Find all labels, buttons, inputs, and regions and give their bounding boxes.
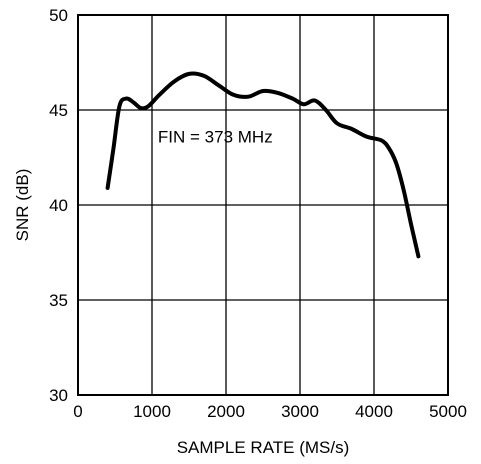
series-group [105, 71, 421, 259]
y-tick-label: 30 [49, 386, 68, 405]
x-tick-label: 3000 [281, 402, 319, 421]
x-tick-label: 5000 [429, 402, 467, 421]
y-tick-label: 35 [49, 291, 68, 310]
y-tick-label: 40 [49, 196, 68, 215]
x-tick-label: 2000 [207, 402, 245, 421]
tick-labels: 0 1000 2000 3000 4000 5000 30 35 40 45 50 [49, 6, 467, 421]
y-tick-label: 45 [49, 101, 68, 120]
annotations: FIN = 373 MHz [158, 127, 273, 146]
grid-lines [78, 15, 448, 395]
x-tick-label: 4000 [355, 402, 393, 421]
x-tick-label: 1000 [133, 402, 171, 421]
series-line-0 [105, 71, 421, 259]
x-axis-label: SAMPLE RATE (MS/s) [177, 438, 350, 457]
plot-frame [77, 14, 449, 396]
y-tick-label: 50 [49, 6, 68, 25]
x-tick-label: 0 [73, 402, 82, 421]
y-axis-label: SNR (dB) [13, 169, 32, 242]
annotation-text: FIN = 373 MHz [158, 127, 273, 146]
